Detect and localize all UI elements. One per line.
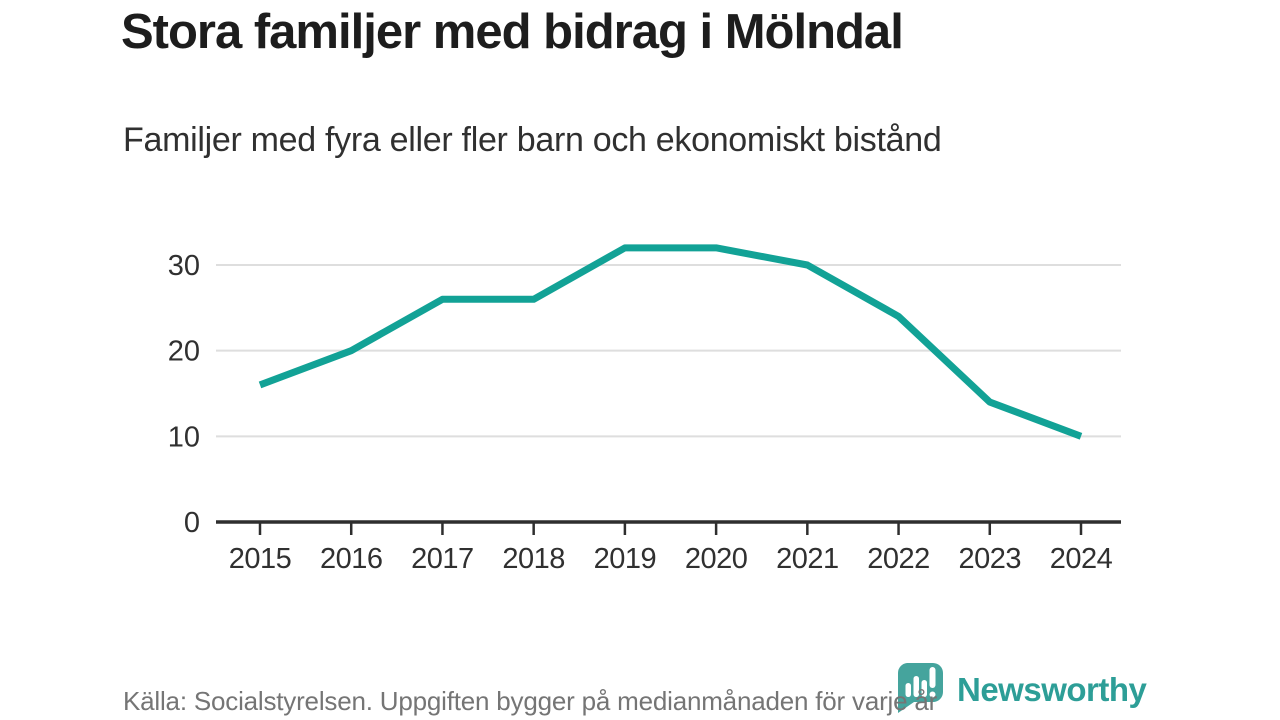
- chart-title: Stora familjer med bidrag i Mölndal: [121, 5, 904, 59]
- newsworthy-logo-text: Newsworthy: [957, 671, 1147, 708]
- x-tick-label: 2024: [1050, 543, 1113, 575]
- x-tick-label: 2017: [411, 543, 474, 575]
- x-tick-label: 2020: [685, 543, 748, 575]
- x-tick-label: 2016: [320, 543, 383, 575]
- source-note: Källa: Socialstyrelsen. Uppgiften bygger…: [123, 686, 938, 716]
- x-tick-label: 2015: [229, 543, 292, 575]
- x-tick-label: 2021: [776, 543, 839, 575]
- chart-subtitle: Familjer med fyra eller fler barn och ek…: [123, 121, 942, 159]
- y-tick-label: 30: [168, 250, 200, 282]
- x-tick-label: 2022: [867, 543, 930, 575]
- y-tick-label: 10: [168, 421, 200, 453]
- x-tick-label: 2019: [594, 543, 657, 575]
- logo-barchart-glyph: [905, 667, 936, 698]
- newsworthy-logo-icon: [897, 663, 943, 713]
- y-tick-label: 20: [168, 336, 200, 368]
- data-line: [258, 244, 1083, 440]
- y-tick-label: 0: [184, 507, 200, 539]
- x-tick-label: 2023: [959, 543, 1022, 575]
- x-tick-label: 2018: [502, 543, 565, 575]
